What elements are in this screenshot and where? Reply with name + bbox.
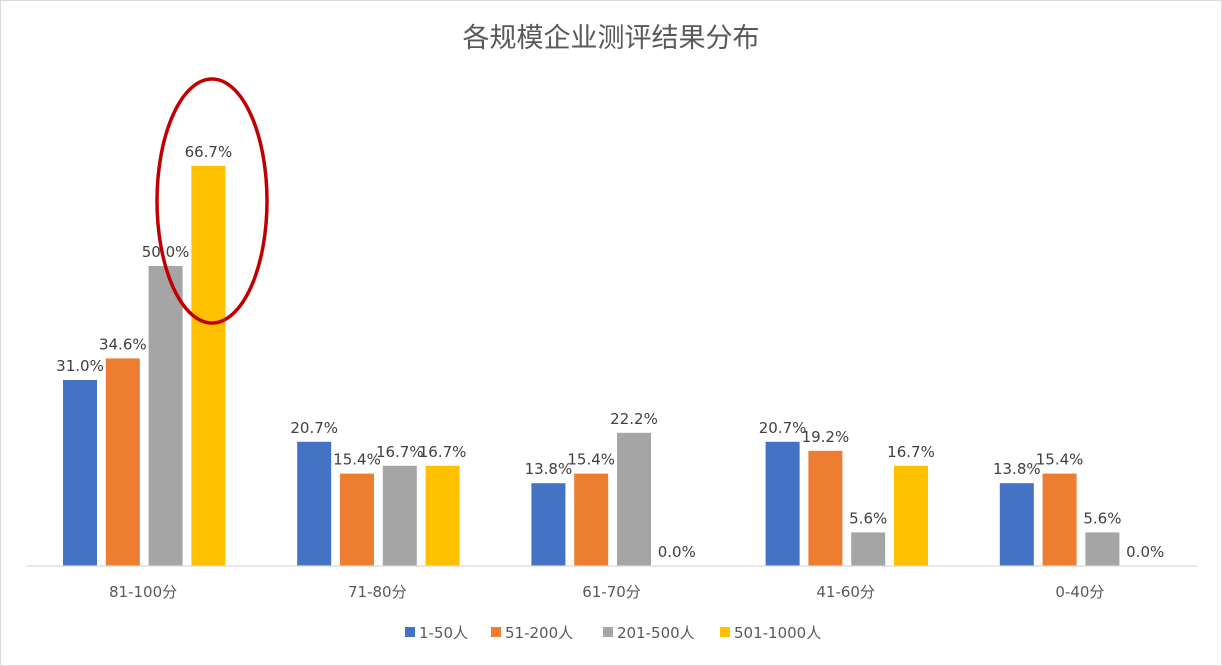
data-label-3-3: 16.7% bbox=[887, 443, 935, 461]
legend-swatch-0 bbox=[405, 627, 415, 637]
bar-3-2 bbox=[851, 532, 886, 566]
data-label-4-1: 15.4% bbox=[1036, 451, 1084, 469]
data-label-2-3: 0.0% bbox=[658, 543, 696, 561]
data-label-0-1: 34.6% bbox=[99, 335, 147, 353]
bar-2-2 bbox=[617, 432, 651, 566]
data-label-4-3: 0.0% bbox=[1126, 543, 1164, 561]
legend-label-3: 501-1000人 bbox=[734, 624, 821, 642]
data-label-1-0: 20.7% bbox=[290, 419, 338, 437]
bar-4-2 bbox=[1085, 532, 1120, 566]
data-label-2-2: 22.2% bbox=[610, 410, 658, 428]
bar-3-0 bbox=[765, 441, 800, 566]
bar-1-0 bbox=[297, 441, 332, 566]
data-labels-layer: 31.0%34.6%50.0%66.7%20.7%15.4%16.7%16.7%… bbox=[56, 143, 1164, 561]
data-label-4-0: 13.8% bbox=[993, 460, 1041, 478]
bar-3-3 bbox=[894, 465, 928, 566]
legend-swatch-1 bbox=[491, 627, 501, 637]
bar-0-1 bbox=[105, 358, 140, 566]
data-label-1-1: 15.4% bbox=[333, 451, 381, 469]
data-label-3-2: 5.6% bbox=[849, 509, 887, 527]
category-label-4: 0-40分 bbox=[1055, 583, 1104, 601]
category-label-2: 61-70分 bbox=[582, 583, 641, 601]
category-label-1: 71-80分 bbox=[348, 583, 407, 601]
legend-swatch-3 bbox=[720, 627, 730, 637]
bar-1-1 bbox=[340, 473, 374, 566]
legend-label-0: 1-50人 bbox=[419, 624, 468, 642]
data-label-0-2: 50.0% bbox=[142, 243, 190, 261]
data-label-2-0: 13.8% bbox=[525, 460, 573, 478]
bar-3-1 bbox=[808, 450, 843, 566]
bar-0-3 bbox=[191, 165, 226, 567]
data-label-4-2: 5.6% bbox=[1083, 509, 1121, 527]
bar-4-1 bbox=[1042, 473, 1077, 566]
data-label-3-0: 20.7% bbox=[759, 419, 807, 437]
bar-4-0 bbox=[999, 483, 1034, 566]
data-label-1-3: 16.7% bbox=[419, 443, 467, 461]
bar-1-3 bbox=[425, 465, 460, 566]
data-label-0-0: 31.0% bbox=[56, 357, 104, 375]
legend-label-2: 201-500人 bbox=[617, 624, 695, 642]
category-labels-layer: 81-100分 71-80分 61-70分 41-60分 0-40分 bbox=[109, 583, 1104, 601]
highlight-ellipse bbox=[155, 77, 269, 325]
chart-title: 各规模企业测评结果分布 bbox=[463, 23, 760, 54]
category-label-0: 81-100分 bbox=[109, 583, 177, 601]
data-label-3-1: 19.2% bbox=[802, 428, 850, 446]
bar-2-0 bbox=[531, 483, 566, 566]
legend-swatch-2 bbox=[603, 627, 613, 637]
bar-0-2 bbox=[148, 266, 183, 566]
legend-label-1: 51-200人 bbox=[505, 624, 573, 642]
data-label-2-1: 15.4% bbox=[567, 451, 615, 469]
bar-0-0 bbox=[63, 380, 97, 566]
category-label-3: 41-60分 bbox=[816, 583, 875, 601]
bars-layer bbox=[63, 165, 1120, 567]
bar-1-2 bbox=[382, 465, 417, 566]
legend: 1-50人 51-200人 201-500人 501-1000人 bbox=[405, 624, 821, 642]
data-label-0-3: 66.7% bbox=[185, 143, 233, 161]
bar-2-1 bbox=[574, 473, 609, 566]
data-label-1-2: 16.7% bbox=[376, 443, 424, 461]
